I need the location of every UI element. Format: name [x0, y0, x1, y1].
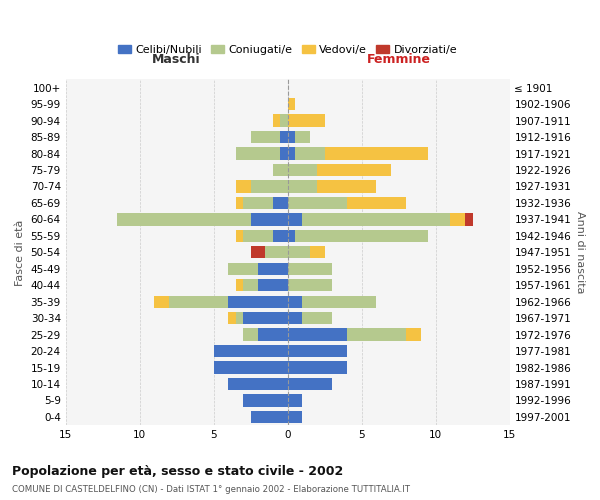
- Legend: Celibi/Nubili, Coniugati/e, Vedovi/e, Divorziati/e: Celibi/Nubili, Coniugati/e, Vedovi/e, Di…: [113, 40, 462, 59]
- Bar: [273, 164, 287, 176]
- Bar: [251, 246, 265, 258]
- Bar: [325, 148, 428, 160]
- Bar: [287, 148, 295, 160]
- Bar: [236, 148, 280, 160]
- Bar: [287, 180, 317, 192]
- Bar: [243, 328, 258, 341]
- Bar: [251, 213, 287, 226]
- Bar: [273, 230, 287, 242]
- Bar: [258, 262, 287, 275]
- Bar: [287, 246, 310, 258]
- Bar: [287, 114, 325, 127]
- Bar: [251, 410, 287, 423]
- Bar: [302, 312, 332, 324]
- Bar: [169, 296, 229, 308]
- Bar: [347, 197, 406, 209]
- Y-axis label: Anni di nascita: Anni di nascita: [575, 211, 585, 294]
- Bar: [251, 131, 280, 143]
- Bar: [295, 230, 428, 242]
- Bar: [287, 328, 347, 341]
- Y-axis label: Fasce di età: Fasce di età: [15, 219, 25, 286]
- Bar: [287, 410, 302, 423]
- Bar: [287, 98, 295, 110]
- Bar: [118, 213, 251, 226]
- Bar: [287, 345, 347, 357]
- Text: Maschi: Maschi: [152, 54, 201, 66]
- Bar: [317, 180, 376, 192]
- Bar: [258, 328, 287, 341]
- Text: Popolazione per età, sesso e stato civile - 2002: Popolazione per età, sesso e stato civil…: [12, 464, 343, 477]
- Bar: [287, 230, 295, 242]
- Bar: [229, 378, 287, 390]
- Bar: [280, 148, 287, 160]
- Bar: [273, 197, 287, 209]
- Bar: [236, 230, 243, 242]
- Bar: [295, 131, 310, 143]
- Bar: [295, 148, 325, 160]
- Bar: [265, 246, 287, 258]
- Bar: [243, 279, 258, 291]
- Bar: [287, 262, 332, 275]
- Bar: [236, 197, 243, 209]
- Text: COMUNE DI CASTELDELFINO (CN) - Dati ISTAT 1° gennaio 2002 - Elaborazione TUTTITA: COMUNE DI CASTELDELFINO (CN) - Dati ISTA…: [12, 485, 410, 494]
- Bar: [236, 279, 243, 291]
- Bar: [287, 213, 302, 226]
- Bar: [236, 180, 251, 192]
- Bar: [243, 197, 273, 209]
- Bar: [273, 114, 280, 127]
- Bar: [229, 262, 258, 275]
- Bar: [287, 362, 347, 374]
- Bar: [406, 328, 421, 341]
- Bar: [214, 345, 287, 357]
- Bar: [451, 213, 465, 226]
- Bar: [287, 378, 332, 390]
- Bar: [287, 279, 332, 291]
- Bar: [154, 296, 169, 308]
- Bar: [243, 312, 287, 324]
- Bar: [214, 362, 287, 374]
- Bar: [287, 131, 295, 143]
- Bar: [302, 213, 451, 226]
- Bar: [287, 164, 317, 176]
- Bar: [280, 114, 287, 127]
- Bar: [236, 312, 243, 324]
- Bar: [243, 230, 273, 242]
- Bar: [287, 312, 302, 324]
- Bar: [280, 131, 287, 143]
- Bar: [287, 197, 347, 209]
- Text: Femmine: Femmine: [367, 54, 431, 66]
- Bar: [229, 312, 236, 324]
- Bar: [302, 296, 376, 308]
- Bar: [251, 180, 287, 192]
- Bar: [243, 394, 287, 406]
- Bar: [347, 328, 406, 341]
- Bar: [258, 279, 287, 291]
- Bar: [317, 164, 391, 176]
- Bar: [287, 394, 302, 406]
- Bar: [287, 296, 302, 308]
- Bar: [465, 213, 473, 226]
- Bar: [229, 296, 287, 308]
- Bar: [310, 246, 325, 258]
